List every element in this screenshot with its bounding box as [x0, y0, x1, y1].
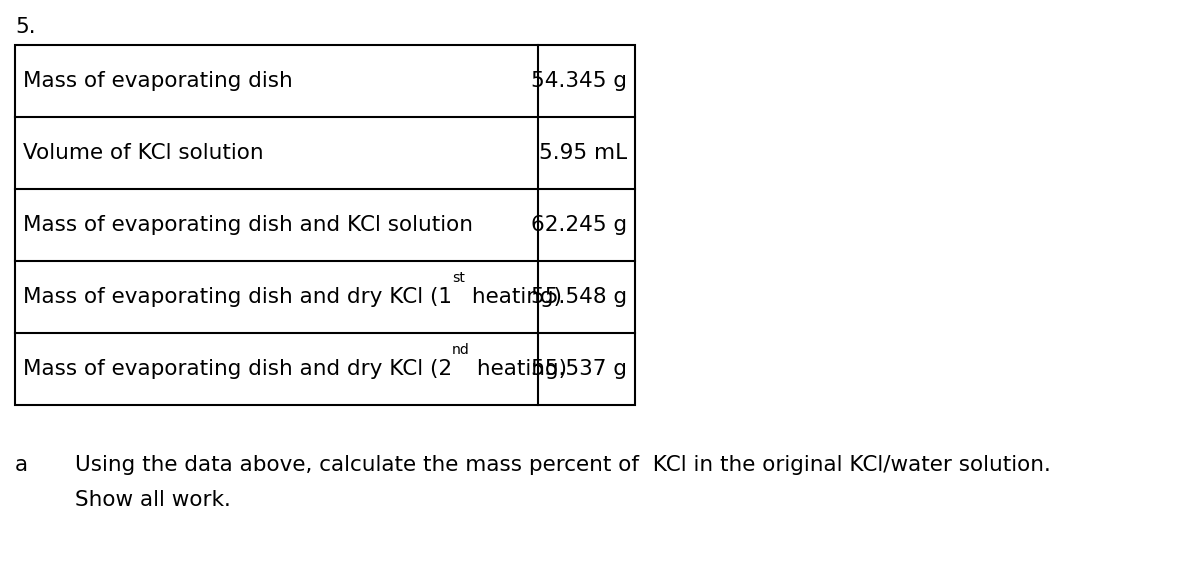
Text: Show all work.: Show all work. [74, 490, 230, 510]
Text: Volume of KCl solution: Volume of KCl solution [23, 143, 264, 163]
Text: 5.: 5. [14, 17, 36, 37]
Text: a: a [14, 455, 28, 475]
Text: 55.537 g: 55.537 g [530, 359, 628, 379]
Text: 62.245 g: 62.245 g [530, 215, 628, 235]
Text: st: st [452, 271, 464, 286]
Text: nd: nd [452, 343, 470, 357]
Text: Mass of evaporating dish and dry KCl (1: Mass of evaporating dish and dry KCl (1 [23, 287, 452, 307]
Text: 54.345 g: 54.345 g [530, 71, 628, 91]
Bar [14, 45, 635, 405]
Text: heating): heating) [470, 359, 566, 379]
Text: heating): heating) [464, 287, 562, 307]
Text: 5.95 mL: 5.95 mL [539, 143, 628, 163]
Text: 55.548 g: 55.548 g [530, 287, 628, 307]
Text: Using the data above, calculate the mass percent of  KCl in the original KCl/wat: Using the data above, calculate the mass… [74, 455, 1051, 475]
Text: Mass of evaporating dish and dry KCl (2: Mass of evaporating dish and dry KCl (2 [23, 359, 452, 379]
Text: Mass of evaporating dish and KCl solution: Mass of evaporating dish and KCl solutio… [23, 215, 473, 235]
Text: Mass of evaporating dish: Mass of evaporating dish [23, 71, 293, 91]
